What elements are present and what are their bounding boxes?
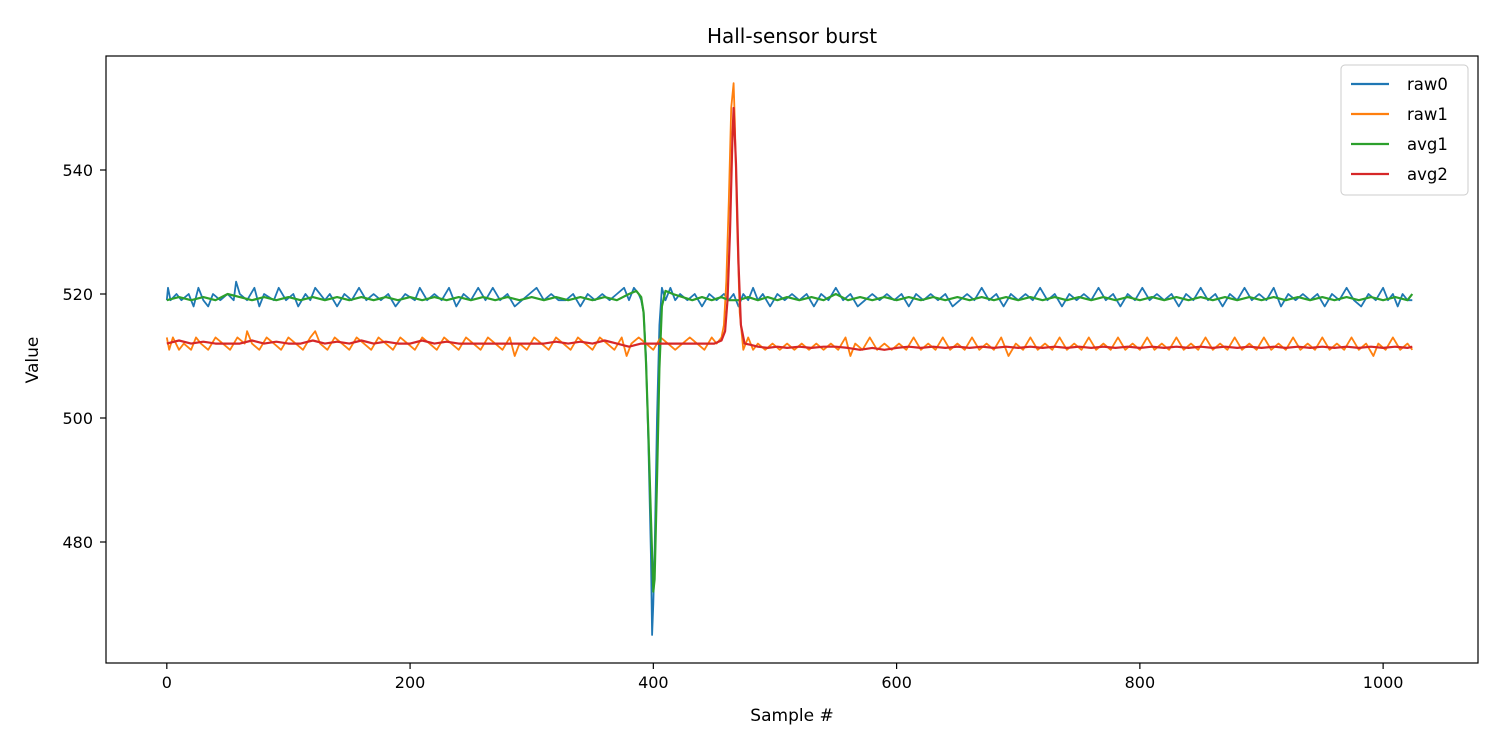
plot-area-frame bbox=[105, 55, 1479, 664]
x-tick-label: 400 bbox=[638, 673, 669, 692]
x-tick-label: 1000 bbox=[1363, 673, 1404, 692]
y-tick-label: 520 bbox=[62, 285, 93, 304]
x-tick-label: 200 bbox=[395, 673, 426, 692]
series-line-avg2 bbox=[166, 106, 1413, 351]
y-tick-label: 480 bbox=[62, 533, 93, 552]
y-axis-ticks: 480 500 520 540 bbox=[62, 161, 106, 552]
y-tick-label: 540 bbox=[62, 161, 93, 180]
legend-label-raw0: raw0 bbox=[1407, 75, 1448, 94]
x-tick-label: 0 bbox=[162, 673, 172, 692]
series-line-raw1 bbox=[165, 82, 1414, 357]
legend: raw0 raw1 avg1 avg2 bbox=[1340, 64, 1469, 196]
x-tick-label: 800 bbox=[1125, 673, 1156, 692]
x-axis-label: Sample # bbox=[750, 706, 833, 726]
chart-title: Hall-sensor burst bbox=[707, 24, 877, 48]
legend-box bbox=[1340, 64, 1469, 196]
series-layer bbox=[165, 82, 1414, 636]
series-line-avg1 bbox=[166, 289, 1414, 593]
x-axis-ticks: 0 200 400 600 800 1000 bbox=[162, 663, 1404, 692]
legend-label-avg2: avg2 bbox=[1407, 165, 1448, 184]
y-axis-label: Value bbox=[23, 337, 43, 384]
x-tick-label: 600 bbox=[881, 673, 912, 692]
y-tick-label: 500 bbox=[62, 409, 93, 428]
legend-label-avg1: avg1 bbox=[1407, 135, 1448, 154]
legend-label-raw1: raw1 bbox=[1407, 105, 1448, 124]
